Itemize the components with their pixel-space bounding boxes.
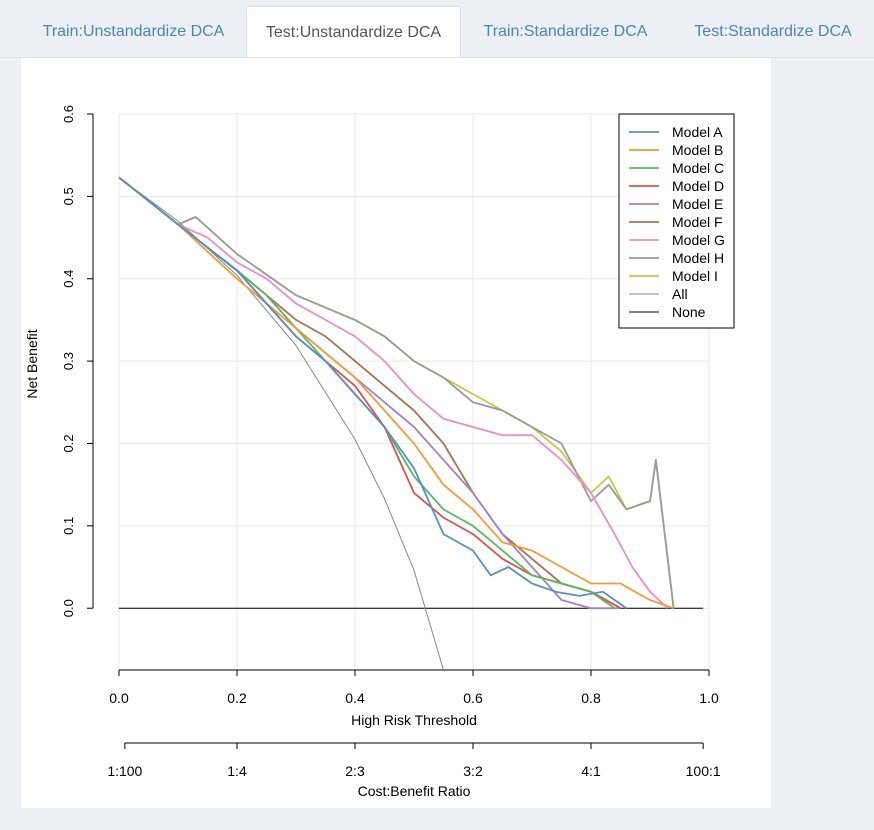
legend-label: Model D <box>672 178 724 194</box>
x-tick-label: 0.0 <box>109 690 129 706</box>
legend-label: Model A <box>672 124 723 140</box>
series-line-model-h <box>118 176 675 609</box>
legend-label: None <box>672 304 706 320</box>
y-tick-label: 0.5 <box>61 187 76 205</box>
legend-label: Model E <box>672 196 723 212</box>
dca-chart: 0.0 0.1 0.2 0.3 0.4 0.5 0.6 Net Benefit 0.0 0.2 0.… <box>24 105 735 799</box>
y-tick-label: 0.4 <box>61 270 76 288</box>
legend-label: Model F <box>672 214 723 230</box>
tab-test-unstandardize[interactable]: Test:Unstandardize DCA <box>246 6 461 59</box>
cost-benefit-tick-label: 4:1 <box>581 763 601 779</box>
x-tick-label: 1.0 <box>699 690 719 706</box>
y-tick-label: 0.0 <box>61 599 76 617</box>
legend-label: Model H <box>672 250 724 266</box>
tab-bar: Train:Unstandardize DCA Test:Unstandardi… <box>0 0 874 59</box>
x-tick-label: 0.6 <box>463 690 483 706</box>
legend-label: Model I <box>672 268 718 284</box>
y-axis-title: Net Benefit <box>24 329 40 398</box>
chart-panel: 0.0 0.1 0.2 0.3 0.4 0.5 0.6 Net Benefit 0.0 0.2 0.… <box>21 58 771 808</box>
cost-benefit-tick-label: 2:3 <box>345 763 365 779</box>
y-tick-label: 0.1 <box>61 517 76 535</box>
tab-test-standardize[interactable]: Test:Standardize DCA <box>694 23 852 40</box>
legend-label: Model C <box>672 160 724 176</box>
cost-benefit-tick-label: 1:100 <box>107 763 142 779</box>
cost-benefit-tick-label: 100:1 <box>686 763 721 779</box>
series-line-model-g <box>118 176 669 609</box>
legend-label: Model G <box>672 232 725 248</box>
x-tick-label: 0.2 <box>227 690 247 706</box>
tab-train-unstandardize[interactable]: Train:Unstandardize DCA <box>42 23 225 40</box>
legend-label: All <box>672 286 688 302</box>
x-axis-title: High Risk Threshold <box>351 712 477 728</box>
series-line-model-c <box>118 176 616 609</box>
x-tick-label: 0.4 <box>345 690 365 706</box>
legend-label: Model B <box>672 142 723 158</box>
cost-benefit-tick-label: 1:4 <box>227 763 247 779</box>
series-line-model-b <box>118 176 674 610</box>
legend-box <box>618 113 735 329</box>
series-line-model-i <box>118 176 675 609</box>
x-tick-label: 0.8 <box>581 690 601 706</box>
series-line-all <box>118 176 444 670</box>
cost-benefit-axis-title: Cost:Benefit Ratio <box>358 783 471 799</box>
y-tick-label: 0.6 <box>61 105 76 123</box>
cost-benefit-tick-label: 3:2 <box>463 763 483 779</box>
y-tick-label: 0.3 <box>61 352 76 370</box>
series-line-model-a <box>118 176 627 609</box>
y-tick-label: 0.2 <box>61 434 76 452</box>
tab-train-standardize[interactable]: Train:Standardize DCA <box>483 23 648 40</box>
tab-divider <box>0 57 874 58</box>
